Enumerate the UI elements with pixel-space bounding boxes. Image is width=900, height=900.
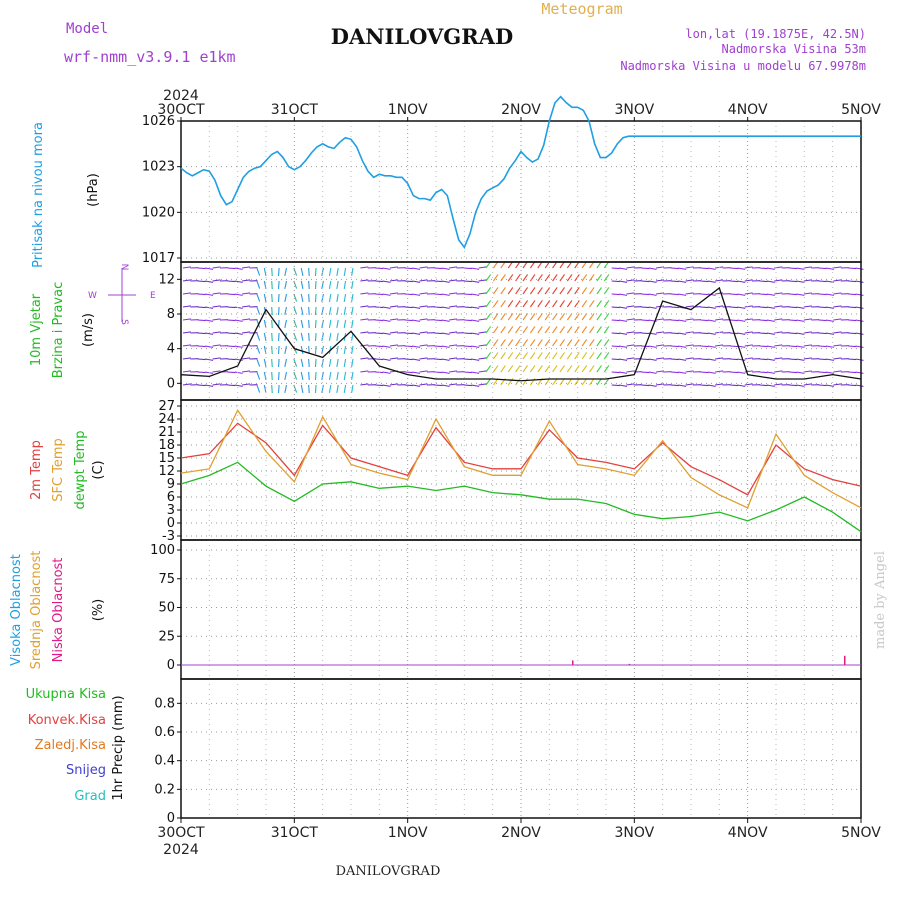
- ytick-label-temperature: 27: [158, 399, 175, 414]
- sfc-temp-line: [180, 409, 862, 509]
- ytick-label-wind: 0: [167, 376, 175, 391]
- bottom-tick-label: 3NOV: [614, 825, 654, 841]
- high-cloud-label: Visoka Oblacnost: [9, 554, 24, 666]
- credit-text: made by Angel: [873, 551, 888, 649]
- model-value: wrf-nmm_v3.9.1 e1km: [64, 48, 236, 66]
- ytick-label-temperature: 12: [158, 464, 175, 479]
- temp2m-line: [180, 422, 862, 496]
- mid-cloud-label: Srednja Oblacnost: [29, 551, 44, 670]
- ytick-label-temperature: 3: [167, 503, 175, 518]
- ytick-label-temperature: 18: [158, 438, 175, 453]
- ytick-label-wind: 12: [158, 272, 175, 287]
- compass-east: E: [150, 291, 156, 301]
- ytick-label-precip: 0.8: [154, 696, 175, 711]
- ytick-label-wind: 8: [167, 307, 175, 322]
- ytick-label-temperature: 21: [158, 425, 175, 440]
- dewpt-line: [180, 461, 862, 533]
- ytick-label-precip: 0.6: [154, 725, 175, 740]
- ytick-label-cloud: 0: [167, 658, 175, 673]
- ytick-label-precip: 0.4: [154, 754, 175, 769]
- lonlat-text: lon,lat (19.1875E, 42.5N): [685, 27, 866, 41]
- compass-south: S: [119, 319, 129, 325]
- top-tick-label: 5NOV: [841, 102, 881, 118]
- ytick-label-temperature: 9: [167, 477, 175, 492]
- precip-conv-label: Konvek.Kisa: [28, 713, 106, 728]
- wind-speed-line: [180, 286, 862, 382]
- precip-unit: 1hr Precip (mm): [111, 695, 126, 800]
- precip-total-label: Ukupna Kisa: [26, 687, 106, 702]
- dewpt-label: dewpt Temp: [73, 430, 88, 509]
- wind-compass: N S W E: [88, 264, 156, 326]
- compass-north: N: [119, 264, 129, 271]
- wind-vectors: [182, 261, 864, 394]
- ytick-label-temperature: 6: [167, 490, 175, 505]
- ytick-label-temperature: -3: [162, 529, 175, 544]
- temp-unit: (C): [91, 460, 106, 479]
- low-cloud-bar: [628, 663, 631, 665]
- elevation-text: Nadmorska Visina 53m: [722, 42, 867, 56]
- cloud-unit: (%): [91, 599, 106, 622]
- temp2m-label: 2m Temp: [29, 440, 44, 500]
- ytick-label-cloud: 50: [158, 601, 175, 616]
- wind-label-2: Brzina i Pravac: [51, 282, 66, 379]
- pressure-label: Pritisak na nivou mora: [31, 122, 46, 268]
- station-title: DANILOVGRAD: [331, 24, 513, 49]
- precip-snow-label: Snijeg: [66, 763, 106, 778]
- top-year: 2024: [163, 88, 199, 104]
- ytick-label-temperature: 24: [158, 412, 175, 427]
- ytick-label-temperature: 15: [158, 451, 175, 466]
- top-tick-label: 1NOV: [388, 102, 428, 118]
- ytick-label-wind: 4: [167, 342, 175, 357]
- wind-unit: (m/s): [81, 313, 96, 347]
- panel-pressure: 1017 1020 1023 1026: [142, 114, 862, 266]
- top-time-ticks: 30OCT 31OCT 1NOV 2NOV 3NOV 4NOV 5NOV: [157, 102, 881, 121]
- ytick-label-cloud: 75: [158, 572, 175, 587]
- bottom-tick-label: 30OCT: [157, 825, 205, 841]
- precip-frozen-label: Zaledj.Kisa: [35, 738, 106, 753]
- wind-label-1: 10m Vjetar: [29, 293, 44, 366]
- model-elevation-text: Nadmorska Visina u modelu 67.9978m: [620, 59, 866, 73]
- bottom-year: 2024: [163, 842, 199, 858]
- bottom-time-ticks: 30OCT 31OCT 1NOV 2NOV 3NOV 4NOV 5NOV: [157, 818, 881, 841]
- bottom-tick-label: 1NOV: [388, 825, 428, 841]
- pressure-unit: (hPa): [86, 173, 101, 207]
- meteogram-label: Meteogram: [541, 0, 622, 18]
- ytick-label-cloud: 25: [158, 629, 175, 644]
- top-tick-label: 4NOV: [728, 102, 768, 118]
- top-tick-label: 30OCT: [157, 102, 205, 118]
- model-label: Model: [66, 21, 108, 37]
- low-cloud-bar: [844, 655, 846, 665]
- panel-cloud: 0 25 50 75 100: [150, 539, 862, 680]
- bottom-tick-label: 31OCT: [271, 825, 319, 841]
- ytick-label-pressure: 1020: [142, 205, 175, 220]
- top-tick-label: 3NOV: [614, 102, 654, 118]
- ytick-label-temperature: 0: [167, 516, 175, 531]
- precip-hail-label: Grad: [74, 789, 106, 804]
- bottom-tick-label: 5NOV: [841, 825, 881, 841]
- top-tick-label: 2NOV: [501, 102, 541, 118]
- compass-west: W: [88, 291, 97, 301]
- ytick-label-precip: 0: [167, 811, 175, 826]
- low-cloud-label: Niska Oblacnost: [51, 558, 66, 663]
- ytick-label-pressure: 1023: [142, 160, 175, 175]
- ytick-label-precip: 0.2: [154, 782, 175, 797]
- bottom-tick-label: 2NOV: [501, 825, 541, 841]
- panel-precip: 0 0.2 0.4 0.6 0.8: [154, 678, 862, 826]
- footer-station: DANILOVGRAD: [336, 864, 441, 879]
- ytick-label-pressure: 1026: [142, 114, 175, 129]
- top-tick-label: 31OCT: [271, 102, 319, 118]
- ytick-label-cloud: 100: [150, 543, 175, 558]
- ytick-label-pressure: 1017: [142, 251, 175, 266]
- pressure-line: [180, 95, 861, 249]
- low-cloud-bar: [572, 660, 574, 665]
- bottom-tick-label: 4NOV: [728, 825, 768, 841]
- sfctemp-label: SFC Temp: [51, 438, 66, 502]
